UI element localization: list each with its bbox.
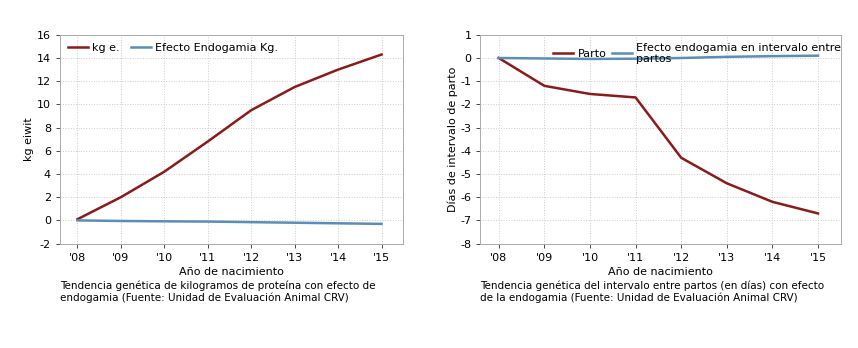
Parto	[585, 92, 595, 96]
Text: Tendencia genética de kilogramos de proteína con efecto de
endogamia (Fuente: Un: Tendencia genética de kilogramos de prot…	[60, 280, 376, 303]
X-axis label: Año de nacimiento: Año de nacimiento	[608, 267, 713, 277]
Parto	[493, 56, 504, 60]
kg e.	[289, 85, 299, 89]
Line: kg e.: kg e.	[77, 55, 382, 219]
Parto	[539, 84, 549, 88]
Efecto endogamia en intervalo entre
partos	[722, 55, 732, 59]
Efecto Endogamia Kg.	[289, 221, 299, 225]
Line: Efecto Endogamia Kg.: Efecto Endogamia Kg.	[77, 220, 382, 224]
kg e.	[246, 108, 257, 112]
Efecto Endogamia Kg.	[333, 221, 343, 226]
Efecto endogamia en intervalo entre
partos	[813, 54, 823, 58]
Parto	[722, 181, 732, 185]
Efecto Endogamia Kg.	[377, 222, 387, 226]
Efecto endogamia en intervalo entre
partos	[676, 56, 686, 60]
Efecto Endogamia Kg.	[72, 218, 82, 222]
Legend: kg e., Efecto Endogamia Kg.: kg e., Efecto Endogamia Kg.	[65, 40, 281, 55]
Efecto endogamia en intervalo entre
partos	[767, 54, 777, 58]
Efecto endogamia en intervalo entre
partos	[631, 57, 641, 61]
Efecto Endogamia Kg.	[160, 219, 170, 223]
Parto	[631, 95, 641, 100]
kg e.	[333, 68, 343, 72]
Efecto Endogamia Kg.	[246, 220, 257, 224]
Parto	[767, 200, 777, 204]
kg e.	[160, 169, 170, 174]
Y-axis label: kg eiwit: kg eiwit	[24, 117, 34, 161]
Efecto Endogamia Kg.	[202, 220, 213, 224]
Line: Parto: Parto	[498, 58, 818, 213]
Text: Tendencia genética del intervalo entre partos (en días) con efecto
de la endogam: Tendencia genética del intervalo entre p…	[480, 280, 825, 303]
kg e.	[116, 195, 126, 199]
Parto	[813, 211, 823, 215]
Efecto Endogamia Kg.	[116, 219, 126, 223]
kg e.	[72, 217, 82, 221]
Efecto endogamia en intervalo entre
partos	[585, 57, 595, 61]
kg e.	[377, 53, 387, 57]
X-axis label: Año de nacimiento: Año de nacimiento	[179, 267, 284, 277]
Legend: Parto, Efecto endogamia en intervalo entre
partos: Parto, Efecto endogamia en intervalo ent…	[551, 40, 843, 66]
Parto	[676, 156, 686, 160]
Efecto endogamia en intervalo entre
partos	[493, 56, 504, 60]
Efecto endogamia en intervalo entre
partos	[539, 56, 549, 61]
kg e.	[202, 140, 213, 144]
Y-axis label: Días de intervalo de parto: Días de intervalo de parto	[447, 66, 457, 212]
Line: Efecto endogamia en intervalo entre
partos: Efecto endogamia en intervalo entre part…	[498, 56, 818, 59]
